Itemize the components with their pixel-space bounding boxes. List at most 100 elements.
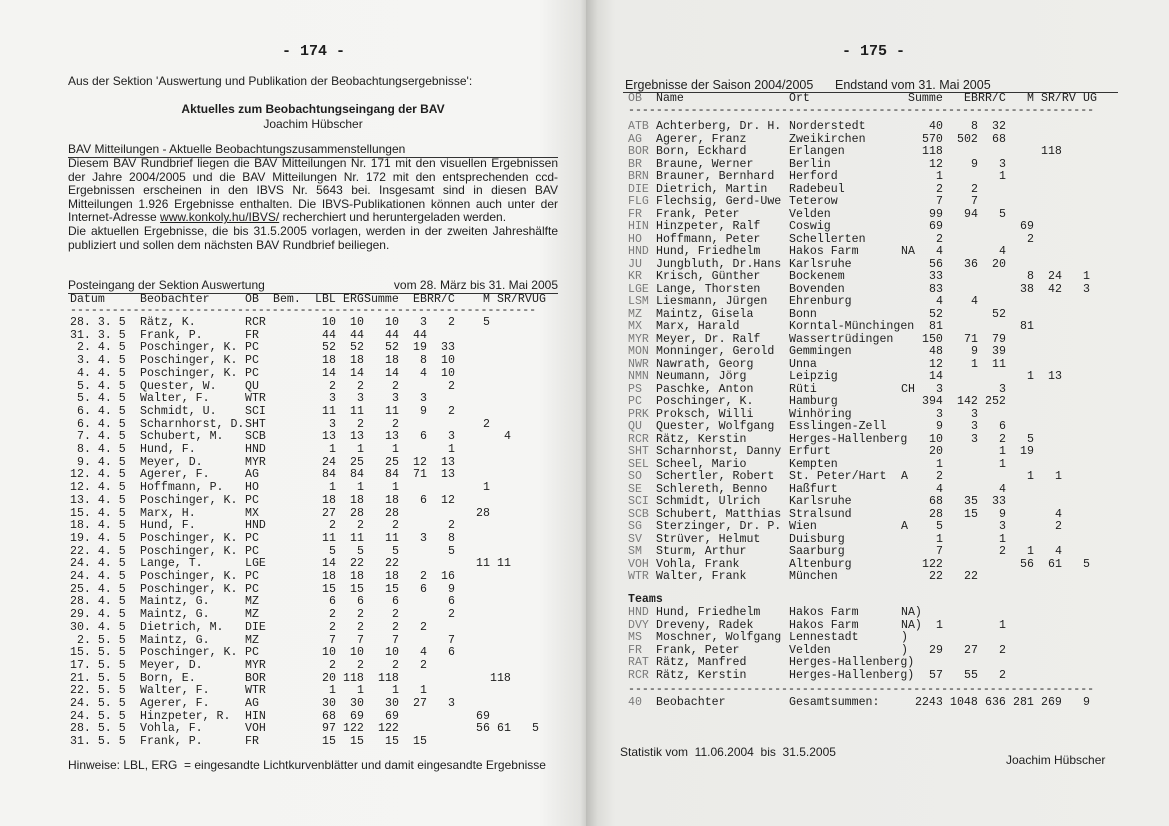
location: Winhöring bbox=[789, 407, 852, 421]
header-erg: ERG bbox=[343, 293, 364, 306]
eb: 502 bbox=[957, 132, 978, 146]
rrc: 12 bbox=[441, 493, 455, 507]
observer: Poschinger, K. bbox=[140, 366, 238, 380]
rrc: 33 bbox=[441, 341, 455, 355]
name: Born, Eckhard bbox=[656, 145, 747, 158]
observer-code: MYR bbox=[245, 455, 266, 469]
rrc: 2 bbox=[999, 545, 1006, 558]
eb: 3 bbox=[420, 531, 427, 545]
m: 56 bbox=[476, 722, 490, 736]
location: Zweikirchen bbox=[789, 132, 866, 146]
summe: 11 bbox=[385, 531, 399, 545]
total-srrv: 269 bbox=[1041, 696, 1062, 709]
eb: 1 bbox=[420, 684, 427, 698]
observer-code: SCI bbox=[245, 404, 266, 418]
m: 38 bbox=[1020, 282, 1034, 296]
page-number: - 175 - bbox=[842, 43, 906, 60]
name: Scheel, Mario bbox=[656, 457, 747, 471]
lbl: 1 bbox=[329, 481, 336, 495]
observer-code: HND bbox=[245, 519, 266, 533]
lbl: 18 bbox=[322, 493, 336, 507]
lbl: 30 bbox=[322, 697, 336, 710]
observer: Poschinger, K. bbox=[140, 582, 238, 596]
lbl: 2 bbox=[329, 620, 336, 634]
location: St. Peter/Hart bbox=[789, 470, 887, 483]
summe: 14 bbox=[929, 370, 943, 383]
name: Marx, Harald bbox=[656, 320, 740, 333]
eb: 4 bbox=[420, 366, 427, 380]
eb: 71 bbox=[413, 468, 427, 482]
observer-code: HO bbox=[628, 232, 642, 246]
summe: 4 bbox=[936, 245, 943, 258]
teams-label: Teams bbox=[628, 593, 663, 606]
summe: 83 bbox=[929, 282, 943, 296]
observer-code: PC bbox=[245, 366, 259, 380]
rrc: 9 bbox=[999, 507, 1006, 521]
name: Dreveny, Radek bbox=[656, 618, 754, 632]
paragraph-1: Diesem BAV Rundbrief liegen die BAV Mitt… bbox=[68, 156, 558, 225]
lbl: 3 bbox=[329, 392, 336, 406]
erg: 5 bbox=[357, 544, 364, 558]
observer-code: MS bbox=[628, 631, 642, 644]
erg: 14 bbox=[350, 366, 364, 380]
location: München bbox=[789, 570, 838, 583]
article-author: Joachim Hübscher bbox=[263, 117, 363, 131]
date: 29. 4. 5 bbox=[70, 608, 126, 622]
date: 15. 5. 5 bbox=[70, 646, 126, 660]
observer-code: MX bbox=[628, 320, 642, 333]
m: 1 bbox=[1027, 370, 1034, 383]
date: 9. 4. 5 bbox=[77, 455, 126, 469]
name: Poschinger, K. bbox=[656, 395, 754, 408]
erg: 18 bbox=[350, 354, 364, 368]
ibvs-link[interactable]: www.konkoly.hu/IBVS/ bbox=[160, 210, 280, 225]
summe: 150 bbox=[922, 332, 943, 346]
observer-code: HND bbox=[628, 606, 649, 619]
eb: 8 bbox=[971, 120, 978, 133]
country: ) bbox=[901, 631, 908, 644]
country: ) bbox=[901, 643, 908, 657]
summe: 1 bbox=[936, 532, 943, 546]
location: Gemmingen bbox=[789, 345, 852, 358]
header-ug: UG bbox=[532, 293, 546, 306]
location: Wassertrüdingen bbox=[789, 332, 894, 346]
header-srrv: SR/RV bbox=[497, 293, 532, 306]
observer: Dietrich, M. bbox=[140, 620, 224, 634]
summe: 2 bbox=[936, 182, 943, 196]
paragraph-2: Die aktuellen Ergebnisse, die bis 31.5.2… bbox=[68, 223, 558, 252]
rrc: 1 bbox=[999, 457, 1006, 471]
eb: 3 bbox=[420, 316, 427, 329]
lbl: 18 bbox=[322, 354, 336, 368]
table-title-rule bbox=[68, 293, 558, 294]
lbl: 84 bbox=[322, 468, 336, 482]
m: 8 bbox=[1027, 270, 1034, 283]
name: Frank, Peter bbox=[656, 207, 740, 221]
eb: 1 bbox=[971, 357, 978, 371]
eb: 15 bbox=[964, 507, 978, 521]
lbl: 20 bbox=[322, 671, 336, 685]
article-title: Aktuelles zum Beobachtungseingang der BA… bbox=[181, 102, 445, 116]
ug: 3 bbox=[1083, 282, 1090, 296]
m: 11 bbox=[476, 557, 490, 571]
summe: 4 bbox=[936, 295, 943, 308]
erg: 2 bbox=[357, 658, 364, 672]
observer: Poschinger, K. bbox=[140, 544, 238, 558]
observer: Born, E. bbox=[140, 671, 196, 685]
lbl: 2 bbox=[329, 379, 336, 393]
eb: 2 bbox=[420, 658, 427, 672]
rrc: 13 bbox=[441, 468, 455, 482]
country: NA bbox=[901, 245, 915, 258]
observer: Frank, P. bbox=[140, 328, 203, 342]
date: 13. 4. 5 bbox=[70, 493, 126, 507]
eb: 3 bbox=[971, 420, 978, 433]
observer-code: PC bbox=[245, 354, 259, 368]
summe: 48 bbox=[929, 345, 943, 358]
erg: 3 bbox=[357, 392, 364, 406]
observer-code: WTR bbox=[628, 570, 649, 583]
erg: 13 bbox=[350, 430, 364, 444]
date: 8. 4. 5 bbox=[77, 443, 126, 456]
lbl: 15 bbox=[322, 735, 336, 749]
separator-line: ----------------------------------------… bbox=[628, 683, 1095, 696]
observer: Rätz, K. bbox=[140, 316, 196, 329]
m: 1 bbox=[1027, 545, 1034, 558]
name: Flechsig, Gerd-Uwe bbox=[656, 195, 782, 208]
